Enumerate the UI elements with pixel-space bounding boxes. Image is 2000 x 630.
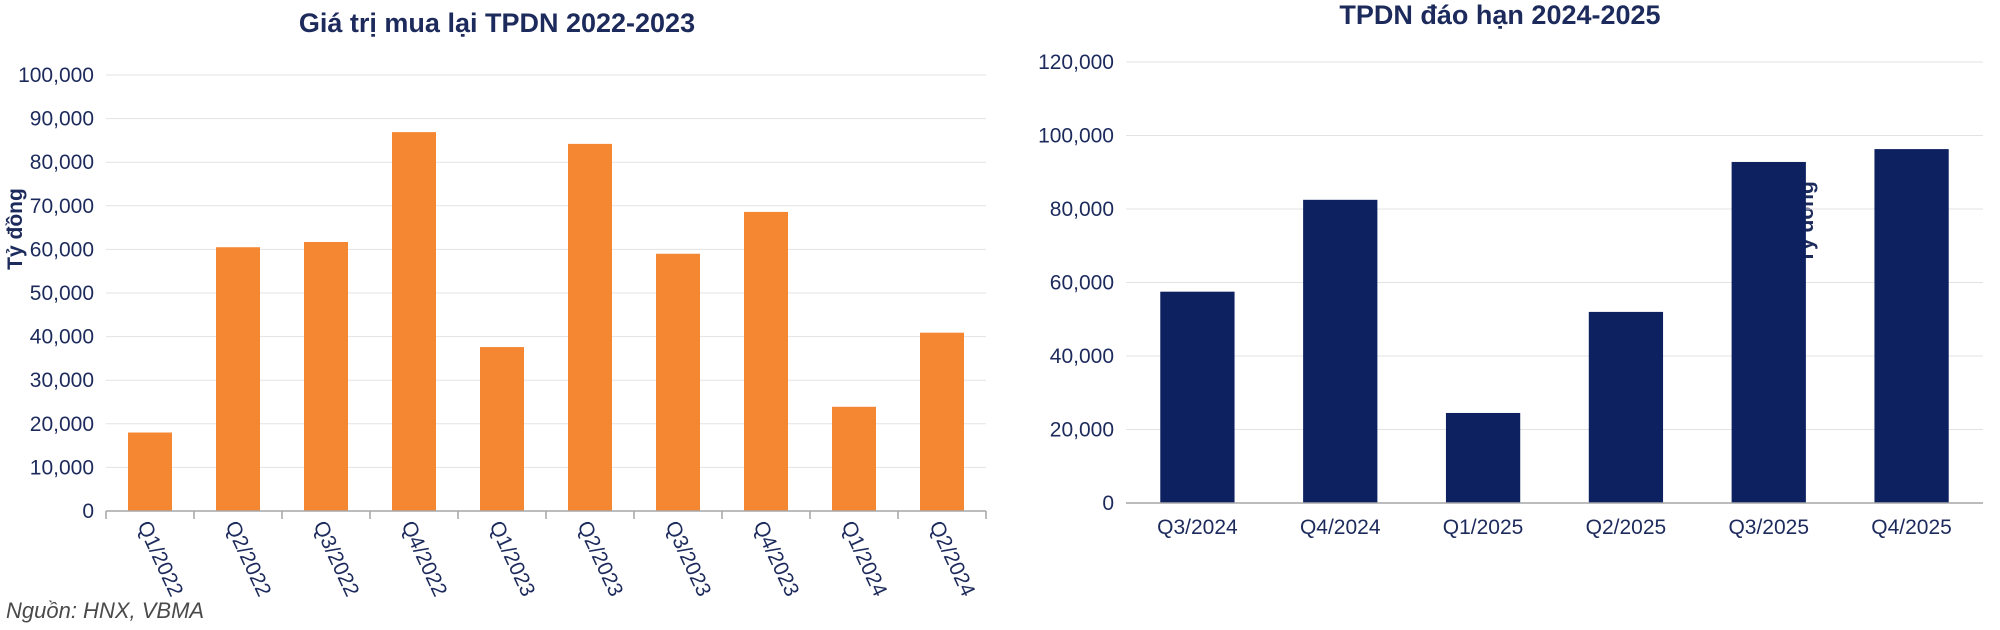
y-tick-label: 60,000	[1050, 272, 1114, 295]
y-tick-label: 120,000	[1038, 51, 1114, 74]
bar-Q4-2025	[1874, 149, 1949, 503]
maturity-chart-x-axis: Q3/2024 Q4/2024 Q1/2025 Q2/2025 Q3/2025 Q4/20…	[1126, 502, 1983, 539]
y-tick-label: 60,000	[30, 238, 94, 261]
bar-Q3-2022	[304, 241, 348, 511]
bar-Q4-2024	[1303, 199, 1378, 503]
x-tick-label: Q3/2025	[1728, 516, 1809, 539]
repurchase-chart-ylabel: Tỷ đồng	[4, 188, 27, 270]
y-tick-label: 70,000	[30, 195, 94, 218]
x-tick-label: Q1/2022	[132, 517, 187, 600]
bar-Q3-2025	[1731, 161, 1806, 503]
bar-Q1-2024	[832, 406, 876, 511]
x-tick-label: Q4/2022	[396, 517, 451, 600]
x-tick-label: Q3/2023	[660, 517, 715, 600]
x-tick-label: Q4/2023	[748, 517, 803, 600]
bar-Q4-2023	[744, 211, 788, 512]
bar-Q1-2023	[480, 347, 524, 511]
source-note: Nguồn: HNX, VBMA	[6, 598, 205, 623]
y-tick-label: 40,000	[1050, 345, 1114, 368]
x-tick-label: Q1/2023	[484, 517, 539, 600]
x-tick-label: Q4/2025	[1871, 516, 1952, 539]
bar-Q1-2025	[1445, 412, 1521, 503]
y-tick-label: 20,000	[1050, 419, 1114, 442]
bar-Q2-2025	[1588, 311, 1664, 503]
y-tick-label: 0	[1102, 492, 1114, 515]
repurchase-chart-title: Giá trị mua lại TPDN 2022-2023	[299, 8, 695, 38]
maturity-chart: TPDN đáo hạn 2024-2025 Tỷ đồng 020,00040…	[1038, 0, 1983, 539]
repurchase-chart: Giá trị mua lại TPDN 2022-2023 Tỷ đồng 0…	[4, 8, 987, 600]
x-tick-label: Q4/2024	[1300, 516, 1381, 539]
y-tick-label: 100,000	[18, 64, 94, 87]
x-tick-label: Q1/2024	[836, 517, 891, 600]
x-tick-label: Q3/2022	[308, 517, 363, 600]
y-tick-label: 0	[82, 500, 94, 523]
repurchase-chart-bars	[128, 132, 964, 512]
x-tick-label: Q2/2024	[924, 517, 979, 600]
y-tick-label: 100,000	[1038, 125, 1114, 148]
bar-Q3-2023	[656, 253, 700, 511]
bar-Q4-2022	[392, 132, 436, 511]
bar-Q2-2024	[920, 332, 964, 511]
y-tick-label: 50,000	[30, 282, 94, 305]
y-tick-label: 80,000	[1050, 198, 1114, 221]
bar-Q3-2024	[1160, 291, 1235, 503]
y-tick-label: 80,000	[30, 151, 94, 174]
y-tick-label: 30,000	[30, 369, 94, 392]
x-tick-label: Q2/2022	[220, 517, 275, 600]
maturity-chart-bars	[1160, 149, 1949, 503]
bar-Q1-2022	[128, 432, 172, 511]
x-tick-label: Q3/2024	[1157, 516, 1238, 539]
maturity-chart-gridlines	[1126, 61, 1983, 430]
repurchase-chart-x-axis: Q1/2022 Q2/2022 Q3/2022 Q4/2022 Q1/2023 Q2/20…	[105, 510, 987, 600]
bar-Q2-2022	[216, 247, 260, 511]
bar-Q2-2023	[568, 143, 612, 511]
y-tick-label: 20,000	[30, 413, 94, 436]
x-tick-label: Q1/2025	[1443, 516, 1524, 539]
x-tick-label: Q2/2025	[1586, 516, 1667, 539]
repurchase-chart-y-axis: 0 10,000 20,000 30,000 40,000 50,000 60,000 70,…	[18, 64, 94, 523]
y-tick-label: 10,000	[30, 456, 94, 479]
y-tick-label: 90,000	[30, 108, 94, 131]
y-tick-label: 40,000	[30, 326, 94, 349]
maturity-chart-y-axis: 0 20,000 40,000 60,000 80,000 100,000 120,000	[1038, 51, 1114, 515]
x-tick-label: Q2/2023	[572, 517, 627, 600]
maturity-chart-title: TPDN đáo hạn 2024-2025	[1339, 0, 1660, 30]
